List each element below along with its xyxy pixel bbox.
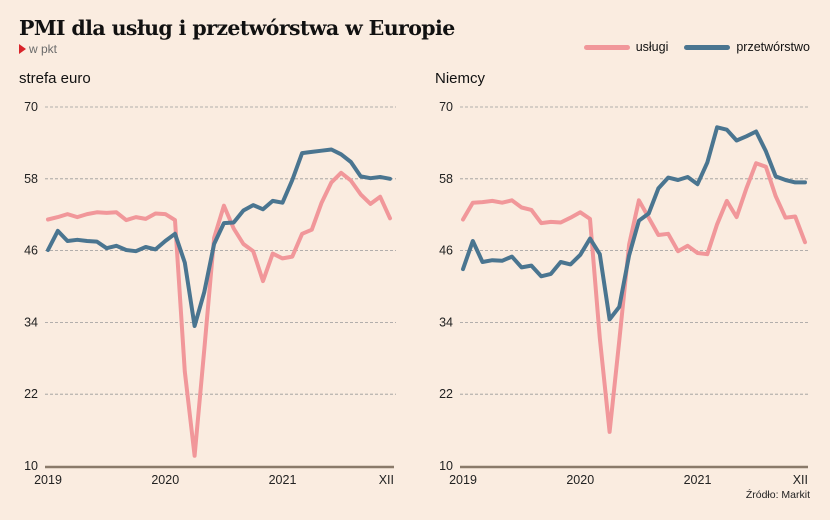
x-tick-label-germany-2019: 2019 bbox=[449, 473, 477, 487]
y-tick-label-eurozone-10: 10 bbox=[24, 459, 38, 473]
y-tick-label-germany-34: 34 bbox=[439, 315, 453, 329]
series-line-eurozone-services bbox=[46, 170, 392, 458]
panel-title-eurozone: strefa euro bbox=[19, 70, 91, 87]
chart-title: PMI dla usług i przetwórstwa w Europie bbox=[19, 16, 455, 40]
y-tick-label-germany-70: 70 bbox=[439, 100, 453, 114]
y-tick-label-germany-10: 10 bbox=[439, 459, 453, 473]
y-tick-label-eurozone-22: 22 bbox=[24, 387, 38, 401]
y-tick-label-germany-22: 22 bbox=[439, 387, 453, 401]
source-note: Źródło: Markit bbox=[745, 489, 810, 501]
legend-label-manufacturing: przetwórstwo bbox=[736, 40, 810, 54]
legend: usługi przetwórstwo bbox=[568, 40, 810, 54]
series-line-eurozone-manufacturing bbox=[46, 147, 392, 328]
y-tick-label-eurozone-70: 70 bbox=[24, 100, 38, 114]
legend-label-services: usługi bbox=[635, 40, 669, 54]
legend-swatch-services bbox=[583, 44, 630, 50]
x-tick-label-germany-2021: 2021 bbox=[684, 473, 712, 487]
subtitle: w pkt bbox=[19, 42, 57, 56]
series-line-germany-services bbox=[461, 161, 807, 434]
y-tick-label-eurozone-46: 46 bbox=[24, 244, 38, 258]
series-line-germany-manufacturing bbox=[461, 125, 807, 322]
y-tick-label-eurozone-58: 58 bbox=[24, 172, 38, 186]
legend-item-manufacturing: przetwórstwo bbox=[684, 40, 810, 54]
y-tick-label-germany-46: 46 bbox=[439, 244, 453, 258]
triangle-marker-icon bbox=[19, 44, 26, 54]
x-tick-label-germany-2020: 2020 bbox=[566, 473, 594, 487]
legend-swatch-manufacturing bbox=[684, 44, 731, 50]
y-tick-label-germany-58: 58 bbox=[439, 172, 453, 186]
subtitle-text: w pkt bbox=[29, 42, 58, 56]
y-tick-label-eurozone-34: 34 bbox=[24, 315, 38, 329]
x-tick-label-eurozone-XII: XII bbox=[379, 473, 394, 487]
panel-title-germany: Niemcy bbox=[435, 70, 486, 87]
x-tick-label-eurozone-2020: 2020 bbox=[151, 473, 179, 487]
x-tick-label-eurozone-2021: 2021 bbox=[269, 473, 297, 487]
x-tick-label-germany-XII: XII bbox=[793, 473, 808, 487]
x-tick-label-eurozone-2019: 2019 bbox=[34, 473, 62, 487]
legend-item-services: usługi bbox=[583, 40, 669, 54]
